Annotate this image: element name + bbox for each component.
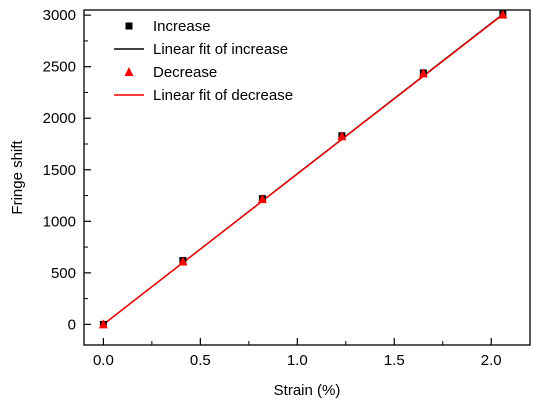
y-tick-label: 0 xyxy=(68,316,76,333)
legend-label: Linear fit of increase xyxy=(153,41,288,58)
legend-label: Linear fit of decrease xyxy=(153,87,293,104)
x-tick-label: 1.5 xyxy=(384,352,405,369)
fit-line xyxy=(102,14,504,325)
plot-frame xyxy=(83,9,531,346)
y-axis-label: Fringe shift xyxy=(9,140,26,215)
y-tick-label: 1000 xyxy=(43,213,76,230)
y-tick-label: 500 xyxy=(51,265,76,282)
legend-marker xyxy=(125,22,133,30)
legend: Increase Linear fit of increase Decrease Li… xyxy=(114,18,293,104)
data-point xyxy=(337,131,347,141)
data-point xyxy=(418,68,428,78)
y-tick-label: 3000 xyxy=(43,7,76,24)
y-tick-label: 2500 xyxy=(43,59,76,76)
plot-series xyxy=(98,9,508,329)
x-tick-label: 2.0 xyxy=(481,352,502,369)
axis-ticks xyxy=(84,14,492,345)
x-tick-label: 0.5 xyxy=(190,352,211,369)
x-tick-label: 0.0 xyxy=(93,352,114,369)
legend-marker xyxy=(124,67,134,76)
data-point xyxy=(178,256,188,266)
x-tick-label: 1.0 xyxy=(287,352,308,369)
x-axis-label: Strain (%) xyxy=(274,382,341,399)
data-point xyxy=(498,9,508,19)
y-tick-label: 2000 xyxy=(43,110,76,127)
axis-tick-labels: 0.0 0.5 1.0 1.5 2.0 0 500 1000 1500 2000 2500 3000 xyxy=(43,7,502,369)
y-tick-label: 1500 xyxy=(43,162,76,179)
data-point xyxy=(98,319,108,329)
legend-label: Decrease xyxy=(153,64,217,81)
legend-label: Increase xyxy=(153,18,211,35)
data-point xyxy=(257,194,267,204)
